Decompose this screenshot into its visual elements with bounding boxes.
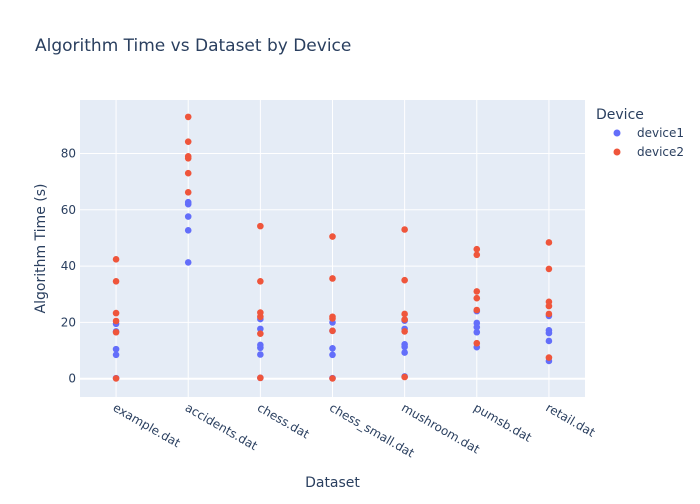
data-point[interactable] — [257, 351, 264, 358]
data-point[interactable] — [401, 341, 408, 348]
data-point[interactable] — [473, 251, 481, 259]
data-point[interactable] — [545, 239, 553, 246]
gridlines — [80, 100, 585, 397]
x-tick-label: pumsb.dat — [471, 400, 534, 444]
data-point[interactable] — [473, 339, 481, 347]
data-point[interactable] — [545, 354, 553, 361]
data-point[interactable] — [112, 375, 120, 382]
y-axis-ticks: 0 20 40 60 80 — [61, 146, 76, 385]
data-point[interactable] — [401, 373, 408, 381]
data-point[interactable] — [401, 328, 408, 335]
data-point[interactable] — [401, 226, 408, 233]
data-point[interactable] — [184, 169, 192, 177]
data-point[interactable] — [473, 328, 481, 336]
legend-title: Device — [596, 107, 644, 123]
legend-label: device2 — [637, 145, 684, 159]
data-point[interactable] — [545, 265, 553, 273]
legend[interactable]: Device device1 device2 — [596, 107, 684, 159]
data-point[interactable] — [257, 341, 264, 349]
data-point[interactable] — [184, 113, 192, 121]
data-point[interactable] — [257, 309, 264, 316]
data-point[interactable] — [473, 288, 481, 295]
x-axis-title: Dataset — [305, 475, 360, 491]
series-device2 — [112, 113, 553, 382]
data-point[interactable] — [545, 310, 553, 318]
data-point[interactable] — [545, 326, 553, 334]
data-point[interactable] — [329, 375, 336, 382]
data-point[interactable] — [257, 325, 264, 333]
legend-item-device1[interactable]: device1 — [613, 126, 685, 140]
legend-label: device1 — [637, 126, 684, 140]
data-point[interactable] — [545, 337, 553, 345]
y-axis-title: Algorithm Time (s) — [33, 184, 49, 314]
data-point[interactable] — [184, 259, 192, 266]
data-point[interactable] — [184, 198, 192, 206]
x-tick-label: example.dat — [111, 400, 183, 450]
data-point[interactable] — [112, 317, 120, 325]
legend-marker — [613, 148, 621, 156]
data-point[interactable] — [329, 233, 336, 240]
data-point[interactable] — [112, 328, 120, 336]
data-point[interactable] — [329, 327, 336, 335]
data-point[interactable] — [184, 213, 192, 220]
data-point[interactable] — [184, 189, 192, 196]
data-point[interactable] — [184, 153, 192, 160]
data-point[interactable] — [257, 330, 264, 337]
data-point[interactable] — [112, 277, 120, 285]
y-tick-label: 0 — [68, 372, 76, 386]
data-points — [112, 113, 553, 382]
data-point[interactable] — [184, 227, 192, 234]
data-point[interactable] — [112, 309, 120, 317]
data-point[interactable] — [329, 275, 336, 282]
y-tick-label: 20 — [61, 315, 76, 329]
data-point[interactable] — [184, 138, 192, 145]
data-point[interactable] — [112, 256, 120, 263]
data-point[interactable] — [473, 294, 481, 302]
data-point[interactable] — [401, 276, 408, 284]
legend-marker — [613, 129, 621, 137]
data-point[interactable] — [545, 298, 553, 306]
x-tick-label: chess.dat — [255, 400, 312, 441]
data-point[interactable] — [112, 351, 120, 359]
data-point[interactable] — [257, 374, 264, 382]
data-point[interactable] — [257, 277, 264, 285]
legend-item-device2[interactable]: device2 — [613, 145, 685, 159]
chart-title: Algorithm Time vs Dataset by Device — [35, 36, 351, 56]
data-point[interactable] — [329, 351, 336, 359]
data-point[interactable] — [329, 344, 336, 352]
data-point[interactable] — [257, 222, 264, 230]
data-point[interactable] — [473, 306, 481, 314]
y-tick-label: 40 — [61, 259, 76, 273]
x-tick-label: accidents.dat — [183, 400, 260, 453]
data-point[interactable] — [473, 245, 481, 253]
data-point[interactable] — [329, 313, 336, 321]
data-point[interactable] — [112, 345, 120, 353]
y-tick-label: 60 — [61, 203, 76, 217]
data-point[interactable] — [401, 349, 408, 356]
data-point[interactable] — [401, 310, 408, 318]
y-tick-label: 80 — [61, 146, 76, 160]
data-point[interactable] — [401, 316, 408, 323]
data-point[interactable] — [473, 319, 481, 327]
x-tick-label: retail.dat — [543, 400, 597, 439]
